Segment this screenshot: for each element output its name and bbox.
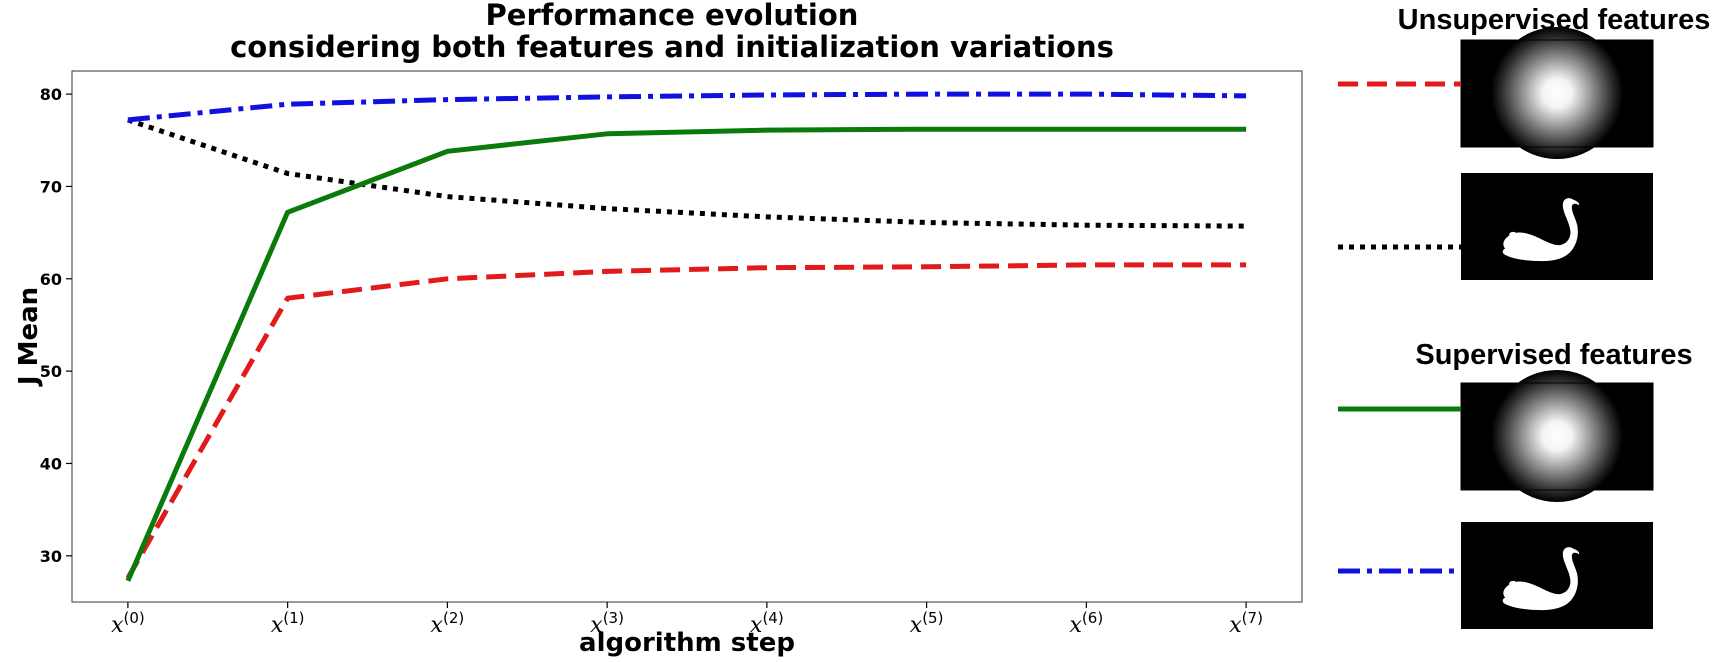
series-line-unsup-gaussian <box>125 262 1247 580</box>
chart-title-line2: considering both features and initializa… <box>230 30 1114 64</box>
y-tick-label: 60 <box>40 270 62 289</box>
y-tick-label: 30 <box>40 547 62 566</box>
x-tick-label: x(7) <box>1229 609 1263 638</box>
legend-thumb-sup-gaussian <box>1460 370 1654 502</box>
y-axis-label: J Mean <box>14 287 44 387</box>
chart-title-line1: Performance evolution <box>486 0 859 32</box>
x-tick-label: x(2) <box>431 609 465 638</box>
plot-frame <box>71 70 1303 603</box>
series-line-sup-mask <box>127 91 1247 123</box>
y-tick-label: 80 <box>40 85 62 104</box>
x-axis-label: algorithm step <box>579 628 795 658</box>
legend-thumb-unsup-gaussian <box>1460 27 1654 159</box>
y-axis-ticks: 30 40 50 60 70 80 <box>40 85 72 566</box>
x-axis-ticks: x(0) x(1) x(2) x(3) x(4) x(5) x(6) x(7) <box>111 602 1263 638</box>
x-tick-label: x(4) <box>750 609 784 638</box>
y-tick-label: 50 <box>40 362 62 381</box>
x-tick-label: x(3) <box>590 609 624 638</box>
x-tick-label: x(6) <box>1070 609 1104 638</box>
x-tick-label: x(0) <box>111 609 145 638</box>
x-tick-label: x(5) <box>910 609 944 638</box>
series-layer <box>125 91 1247 582</box>
y-tick-label: 40 <box>40 454 62 473</box>
x-tick-label: x(1) <box>271 609 305 638</box>
legend-thumb-unsup-mask <box>1461 173 1653 280</box>
legend-thumb-sup-mask <box>1461 522 1653 629</box>
legend-heading-supervised: Supervised features <box>1415 339 1692 371</box>
y-tick-label: 70 <box>40 177 62 196</box>
series-line-sup-gaussian <box>125 126 1247 582</box>
legend: Unsupervised features Supervised feature… <box>1338 4 1710 629</box>
